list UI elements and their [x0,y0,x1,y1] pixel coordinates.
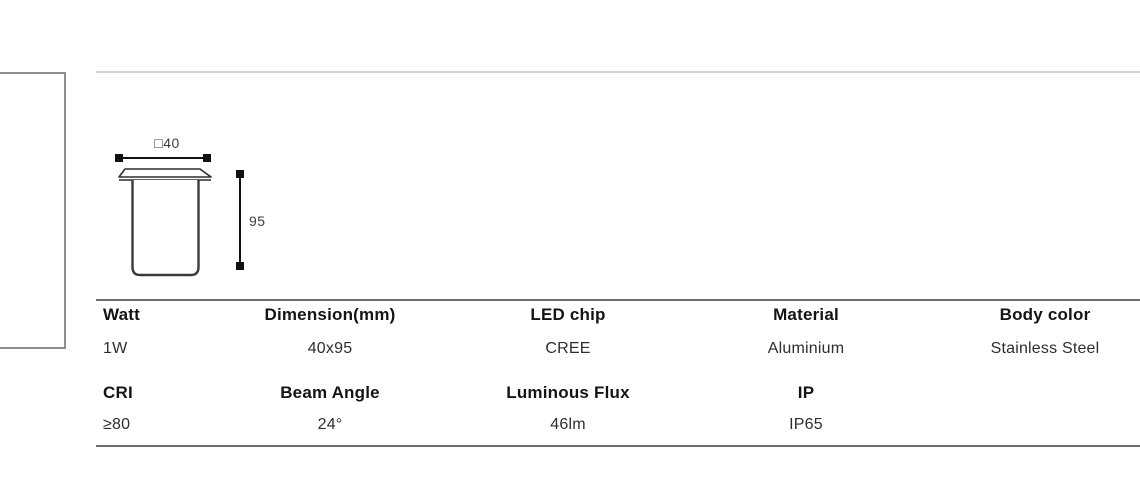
spec-label-empty [950,383,1140,403]
height-dim-end-top [236,170,244,178]
spec-value-row-1: 1W 40x95 CREE Aluminium Stainless Steel [96,340,1140,360]
spec-label-body-color: Body color [999,305,1091,324]
spec-value-led-chip: CREE [545,340,591,357]
spec-value-material: Aluminium [767,340,845,357]
spec-label-beam-angle: Beam Angle [280,383,380,402]
spec-header-row-2: CRI Beam Angle Luminous Flux IP [96,383,1140,403]
width-dimension-label: □40 [154,135,180,151]
table-bottom-border [96,445,1140,447]
top-divider [96,71,1140,73]
dimension-drawing [115,154,244,277]
height-dim-end-bottom [236,262,244,270]
spec-value-ip: IP65 [789,416,823,433]
spec-label-ip: IP [797,383,815,402]
spec-value-body-color: Stainless Steel [990,340,1100,357]
width-dim-end-right [203,154,211,162]
width-dim-end-left [115,154,123,162]
spec-header-row-1: Watt Dimension(mm) LED chip Material Bod… [96,305,1140,325]
fixture-flange [118,168,212,178]
spec-label-led-chip: LED chip [530,305,606,324]
spec-label-cri: CRI [103,383,133,402]
spec-value-beam-angle: 24° [317,416,343,433]
fixture-body [131,180,200,277]
spec-value-empty [950,416,1140,436]
spec-label-watt: Watt [103,305,140,324]
spec-value-watt: 1W [103,340,128,357]
spec-label-dimension: Dimension(mm) [264,305,396,324]
height-dimension-label: 95 [249,213,266,229]
product-photo-box [0,72,66,349]
spec-label-material: Material [773,305,839,324]
spec-label-luminous-flux: Luminous Flux [506,383,630,402]
spec-value-dimension: 40x95 [307,340,353,357]
spec-value-row-2: ≥80 24° 46lm IP65 [96,416,1140,436]
table-top-border [96,299,1140,301]
spec-value-cri: ≥80 [103,416,131,433]
spec-value-luminous-flux: 46lm [550,416,586,433]
